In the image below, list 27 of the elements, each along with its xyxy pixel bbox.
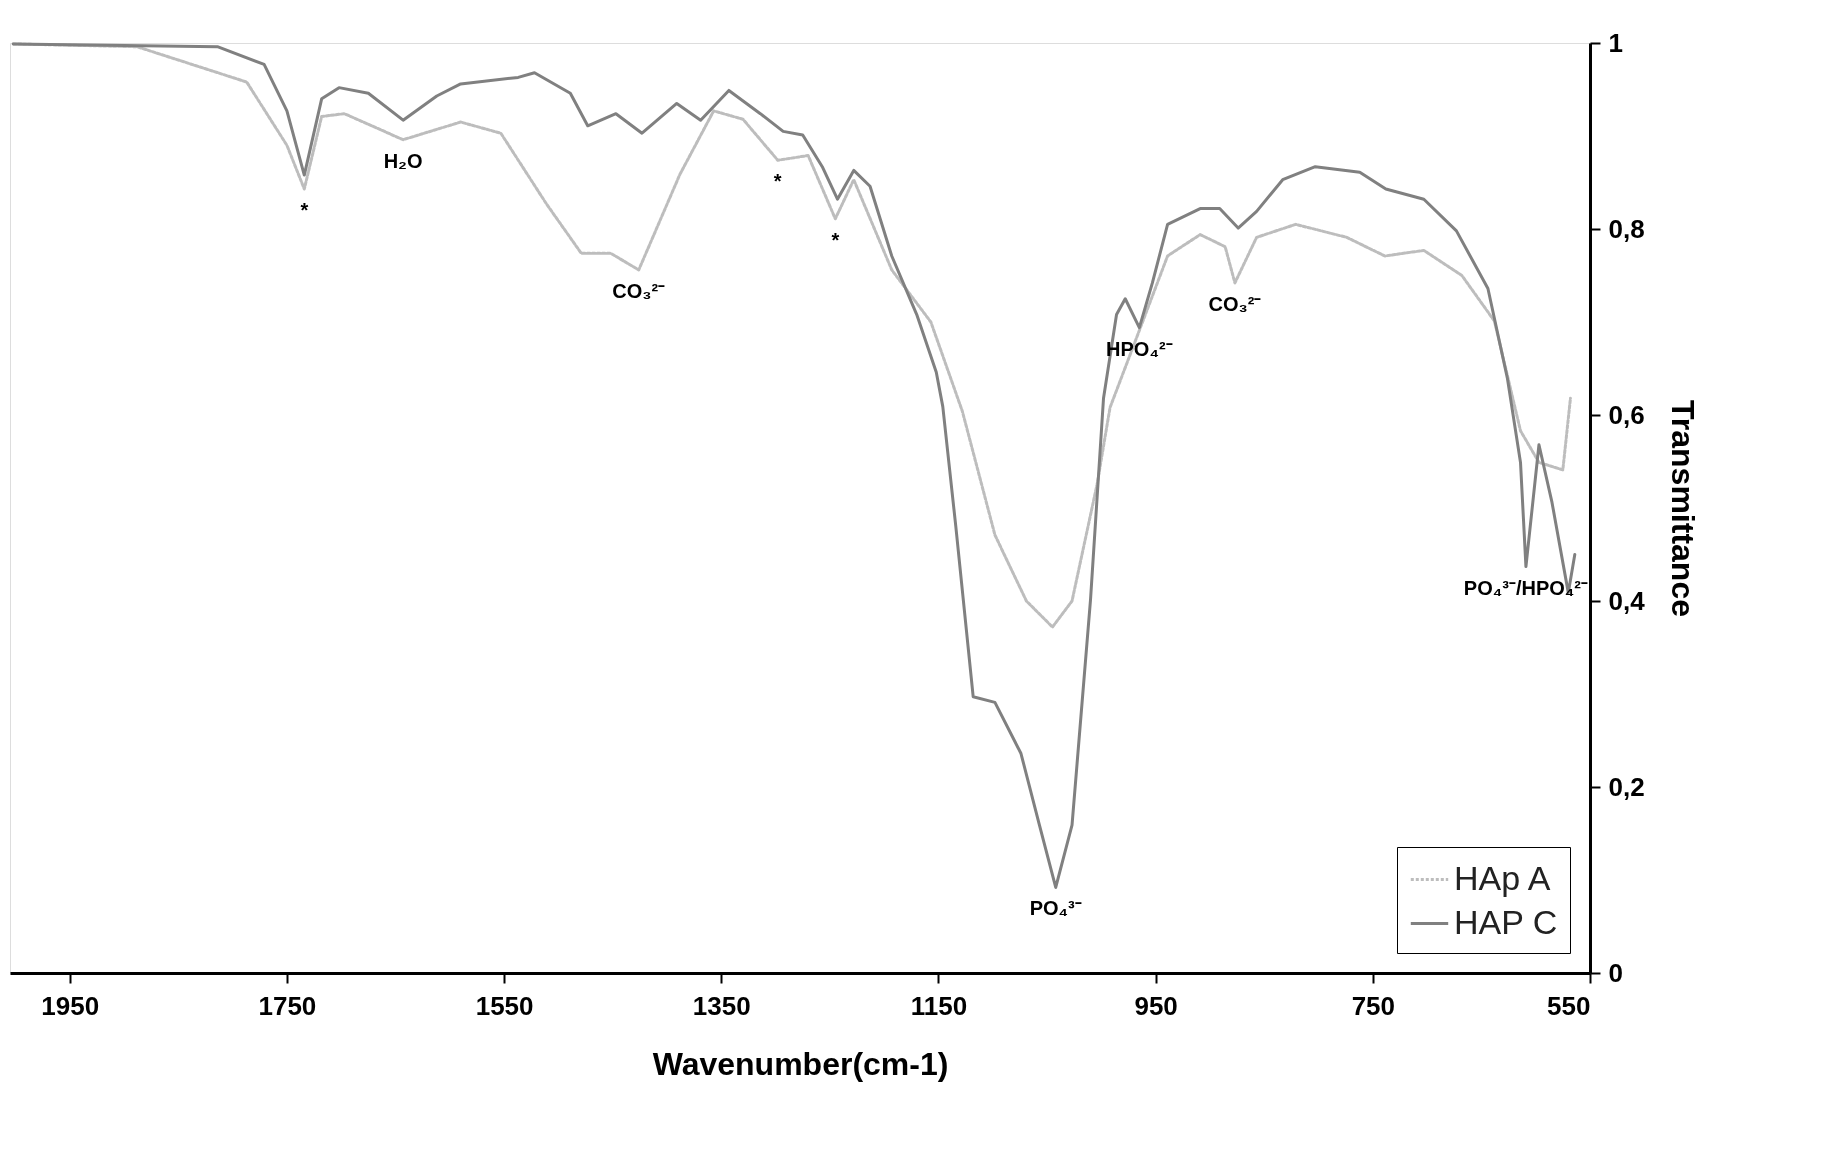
y-tick-label: 0,4 bbox=[1608, 585, 1646, 616]
legend-label: HAP C bbox=[1454, 902, 1558, 941]
y-tick-label: 0 bbox=[1608, 957, 1623, 988]
x-tick-label: 1150 bbox=[910, 990, 968, 1021]
x-tick-label: 1950 bbox=[41, 990, 100, 1021]
annotation: HPO₄²⁻ bbox=[1106, 337, 1173, 360]
annotation: * bbox=[300, 199, 309, 222]
annotation: PO₄³⁻/HPO₄²⁻ bbox=[1463, 576, 1589, 599]
y-tick-label: 0,6 bbox=[1608, 399, 1645, 430]
x-tick-label: 950 bbox=[1134, 990, 1178, 1021]
y-axis-title: Transmittance bbox=[1664, 400, 1701, 617]
annotation: CO₃²⁻ bbox=[1208, 292, 1262, 315]
x-axis-title: Wavenumber(cm-1) bbox=[652, 1045, 949, 1082]
y-tick-label: 0,2 bbox=[1608, 771, 1645, 802]
annotation: * bbox=[773, 170, 782, 193]
x-tick-label: 550 bbox=[1547, 990, 1591, 1021]
y-tick-label: 1 bbox=[1608, 27, 1623, 58]
annotation: H₂O bbox=[383, 149, 423, 172]
x-tick-label: 1750 bbox=[258, 990, 317, 1021]
x-tick-label: 1350 bbox=[692, 990, 751, 1021]
legend-label: HAp A bbox=[1454, 858, 1551, 897]
x-tick-label: 750 bbox=[1351, 990, 1396, 1021]
x-tick-label: 1550 bbox=[475, 990, 534, 1021]
annotation: * bbox=[831, 228, 840, 251]
annotation: CO₃²⁻ bbox=[612, 279, 666, 302]
annotation: PO₄³⁻ bbox=[1029, 897, 1082, 920]
y-tick-label: 0,8 bbox=[1608, 213, 1645, 244]
